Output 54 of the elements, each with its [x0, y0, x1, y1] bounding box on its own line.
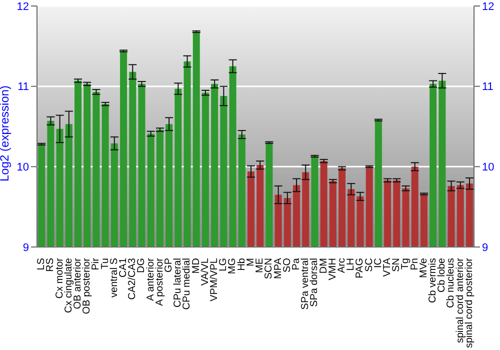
x-tick-label: SC: [364, 258, 375, 272]
x-tick-label: OB anterior: [72, 257, 84, 310]
x-tick-label: VTA: [382, 258, 394, 277]
x-tick-label: Cb lobe: [436, 258, 448, 292]
x-tick-label: MVe: [418, 258, 430, 278]
x-tick-label: RS: [45, 258, 56, 272]
y-tick-label: 10: [16, 162, 29, 174]
x-tick-label: DM: [318, 258, 330, 274]
x-tick-label: IC: [372, 258, 384, 268]
x-tick-label: MD: [190, 258, 202, 274]
x-tick-label: MPA: [272, 258, 284, 279]
x-tick-label: Pa: [290, 258, 302, 270]
x-tick-label: VA/VL: [200, 258, 211, 286]
x-tick-label: CA2/CA3: [127, 258, 138, 300]
x-tick-label: LH: [346, 258, 357, 271]
x-tick-label: SPa dorsal: [309, 258, 320, 307]
x-tick-label: Cb nucleus: [446, 258, 457, 308]
x-tick-label: ventral S: [108, 258, 120, 298]
x-tick-label: SCN: [264, 258, 275, 280]
x-tick-label: Pn: [409, 258, 420, 270]
x-tick-label: M: [245, 258, 256, 266]
y-tick-label: 11: [18, 81, 29, 94]
x-tick-label: Tg: [400, 258, 412, 270]
x-tick-label: Cx cingulate: [63, 258, 74, 314]
y-axis-title: Log2 (expression): [0, 85, 12, 182]
x-tick-label: spinal cord anterior: [454, 257, 466, 344]
y2-tick-label: 11: [482, 81, 494, 94]
x-tick-label: SO: [282, 258, 293, 272]
x-tick-label: VMH: [327, 258, 338, 280]
x-tick-label: A posterior: [154, 257, 166, 306]
x-tick-label: Pir: [90, 257, 102, 270]
x-tick-label: LS: [36, 258, 48, 270]
x-tick-label: Hb: [236, 258, 248, 271]
x-tick-label: A anterior: [145, 257, 156, 301]
y-tick-label: 12: [16, 0, 29, 13]
x-tick-label: GP: [164, 258, 175, 272]
x-tick-label: Arc: [336, 258, 348, 273]
x-tick-label: LG: [218, 258, 230, 272]
x-tick-label: DG: [136, 258, 148, 273]
x-tick-label: PAG: [354, 258, 366, 278]
y2-tick-label: 9: [482, 242, 488, 254]
x-tick-label: Tu: [100, 258, 111, 270]
x-tick-label: Cx motor: [54, 257, 66, 299]
x-tick-label: CA1: [118, 258, 129, 278]
x-tick-label: ME: [254, 258, 266, 273]
y-tick-label: 9: [22, 242, 29, 254]
x-tick-label: MG: [227, 258, 238, 274]
x-tick-label: SN: [391, 258, 402, 272]
y2-tick-label: 10: [482, 162, 494, 174]
x-tick-label: OB posterior: [82, 257, 93, 314]
x-tick-label: VPM/VPL: [209, 258, 220, 302]
x-tick-label: spinal cord posterior: [464, 257, 475, 348]
y2-tick-label: 12: [482, 0, 494, 13]
x-tick-label: CPu medial: [182, 258, 193, 310]
